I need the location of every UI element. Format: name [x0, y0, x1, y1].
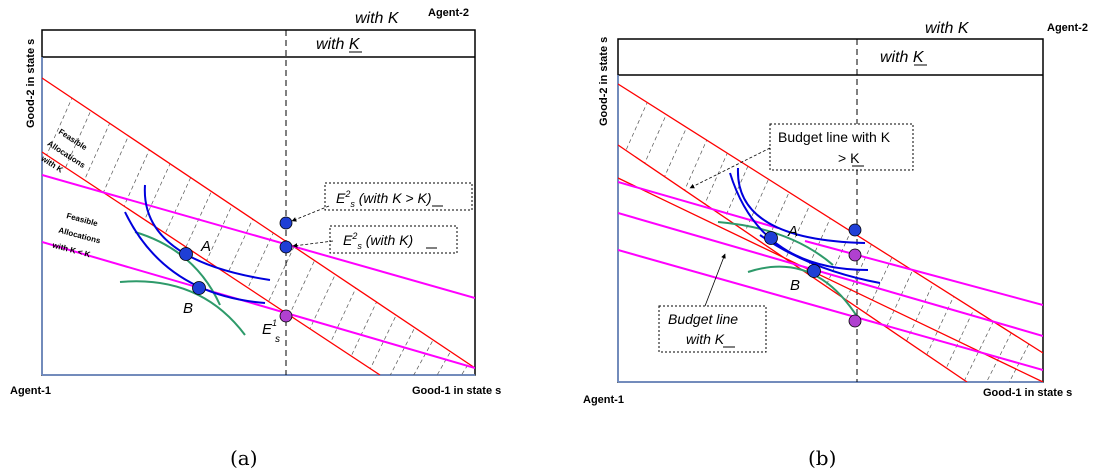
red-lower-line [42, 151, 381, 375]
indifference-blue-1-b [736, 167, 866, 244]
agent-1-label: Agent-1 [10, 385, 51, 397]
indifference-green-1-b [717, 221, 834, 266]
budget-line-underk [42, 241, 475, 369]
feasible-underk-line-1: Feasible [65, 211, 99, 228]
agent-1-label-b: Agent-1 [583, 394, 624, 406]
endowment-e2-k [279, 216, 293, 230]
budget-k-line-1: Budget line with K [778, 129, 891, 145]
second-label-with-underk-b: with K [880, 49, 925, 66]
x-axis-label-b: Good-1 in state s [983, 387, 1072, 399]
budget-line-k-right [804, 240, 1043, 306]
budget-line-k-left [618, 181, 779, 229]
budget-line-mid [618, 212, 1043, 337]
endowment-bottom-b [848, 314, 862, 328]
red-line-1-b [618, 83, 1043, 354]
e1-subscript: s [275, 334, 280, 345]
box2-e: E2s (with K) [343, 231, 413, 251]
indifference-blue-1 [143, 184, 271, 281]
point-b-b [807, 264, 821, 278]
annotation-budget-k [769, 123, 914, 171]
endowment-e1 [279, 309, 293, 323]
top-label-with-k: with K [355, 10, 400, 27]
caption-b: (b) [808, 446, 836, 470]
arrow-budget-underk [704, 253, 726, 307]
agent-2-label-b: Agent-2 [1047, 22, 1088, 34]
point-a [179, 247, 193, 261]
top-label-with-k-b: with K [925, 20, 970, 37]
budget-line-underk [618, 249, 1043, 371]
arrow-e2-underk [292, 240, 334, 248]
agent-2-label: Agent-2 [428, 7, 469, 19]
budget-underk-line-2: with K [686, 331, 725, 347]
point-b-label: B [183, 300, 193, 317]
arrow-e2-k [291, 205, 330, 222]
arrow-budget-k [689, 147, 771, 189]
panel-b: with K Agent-2 with K Agent-1 Good-1 in … [583, 20, 1088, 470]
second-label-with-underk: with K [316, 36, 361, 53]
indifference-green-1 [119, 280, 246, 336]
budget-line-k [42, 174, 475, 299]
panel-a: with K Agent-2 with K Agent-1 Good-1 in … [10, 7, 501, 470]
red-upper-line [42, 77, 475, 369]
e1-label: E [262, 321, 273, 338]
annotation-budget-underk [658, 305, 767, 353]
caption-a: (a) [230, 446, 258, 470]
y-axis-label: Good-2 in state s [25, 39, 37, 128]
point-a-b [764, 231, 778, 245]
y-axis-label-b: Good-2 in state s [598, 37, 610, 126]
budget-k-line-2: > K [838, 150, 860, 166]
budget-underk-line-1: Budget line [668, 311, 738, 327]
feasible-underk-line-3: with K < K [50, 240, 91, 259]
point-a-label: A [200, 238, 211, 255]
box1-e: E2s (with K > K) [336, 189, 432, 209]
endowment-mid-b [848, 248, 862, 262]
point-b [192, 281, 206, 295]
endowment-top-b [848, 223, 862, 237]
indifference-blue-2 [124, 211, 266, 304]
e1-superscript: 1 [272, 318, 277, 328]
point-a-label-b: A [787, 223, 798, 240]
indifference-blue-2-b [729, 172, 869, 271]
x-axis-label: Good-1 in state s [412, 385, 501, 397]
endowment-e2-underk [279, 240, 293, 254]
point-b-label-b: B [790, 277, 800, 294]
annotation-box-e2-k [324, 182, 473, 211]
red-line-3-b [618, 177, 1043, 382]
feasible-underk-label: Feasible Allocations with K < K [50, 211, 102, 259]
